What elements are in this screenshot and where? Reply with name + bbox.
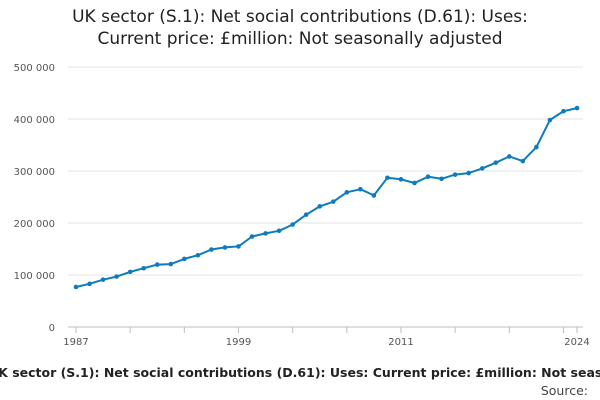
y-tick-label: 0 [49,323,55,334]
y-tick-label: 300 000 [14,167,55,178]
data-point [520,158,526,164]
data-point [209,247,214,252]
data-point [100,277,106,282]
data-point [290,222,295,227]
data-point [249,234,255,239]
source-label: Source: [540,383,588,398]
chart-title: UK sector (S.1): Net social contribution… [0,6,600,50]
data-point [466,170,471,176]
y-tick-label: 500 000 [14,63,55,74]
data-point [303,212,309,217]
legend-label: UK sector (S.1): Net social contribution… [0,365,600,380]
x-tick-label: 1999 [226,337,251,348]
legend: UK sector (S.1): Net social contribution… [0,365,600,380]
data-point [547,117,553,123]
data-point [87,281,92,287]
data-point [154,262,160,267]
data-point [493,160,499,165]
data-point [452,172,458,177]
chart-title-line-1: UK sector (S.1): Net social contribution… [72,7,528,27]
data-point [317,204,323,209]
series-line [75,107,578,288]
plot-area [73,105,580,290]
data-point [371,193,377,198]
data-point [182,256,187,262]
data-point [236,244,241,249]
data-point [479,166,485,171]
data-point [168,261,174,267]
data-point [330,199,336,204]
data-point [222,245,228,250]
data-point [127,269,133,275]
data-point [574,105,580,111]
chart-title-line-2: Current price: £million: Not seasonally … [97,29,503,49]
data-point [344,190,350,195]
data-point [385,175,390,181]
data-point [276,228,282,234]
data-point [425,174,431,180]
data-point [506,154,512,159]
gridlines [68,66,583,328]
x-tick-label: 1987 [63,337,88,348]
data-point [561,108,566,114]
y-tick-label: 200 000 [14,219,55,230]
y-tick-label: 400 000 [14,115,55,126]
y-axis: 0 100 000 200 000 300 000 400 000 500 000 [14,63,55,334]
y-tick-label: 100 000 [14,271,55,282]
x-tick-label: 2024 [564,337,589,348]
data-point [398,177,404,182]
x-tick-label: 2011 [388,337,413,348]
data-point [263,231,268,236]
data-point [534,144,539,150]
data-point [358,186,363,192]
data-point [412,180,417,186]
data-point [195,252,201,258]
data-point [114,274,119,279]
data-point [73,284,79,290]
data-point [141,265,147,271]
x-axis: 1987 1999 2011 2024 [63,327,590,348]
data-point [439,176,444,182]
